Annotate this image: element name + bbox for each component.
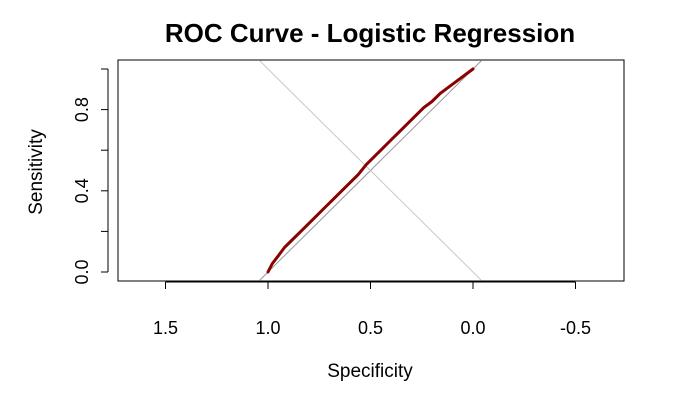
y-tick-label: 0.4 [72,178,92,203]
reference-line-cross-diagonal [259,60,482,281]
x-tick-label: 1.0 [255,318,280,338]
y-tick-label: 0.0 [72,259,92,284]
x-tick-label: 0.0 [460,318,485,338]
x-axis-label: Specificity [327,361,413,382]
reference-lines [259,60,482,281]
chart-title: ROC Curve - Logistic Regression [165,18,575,48]
y-tick-label: 0.8 [72,97,92,122]
x-tick-label: -0.5 [560,318,591,338]
x-tick-label: 0.5 [358,318,383,338]
y-axis: 0.0 0.4 0.8 [72,68,109,285]
x-tick-label: 1.5 [153,318,178,338]
plot-frame [117,59,625,282]
x-axis: 1.5 1.0 0.5 0.0 -0.5 [153,281,591,338]
series-lines [266,67,475,274]
roc-curve-line [266,67,475,274]
y-axis-label: Sensitivity [26,129,47,215]
